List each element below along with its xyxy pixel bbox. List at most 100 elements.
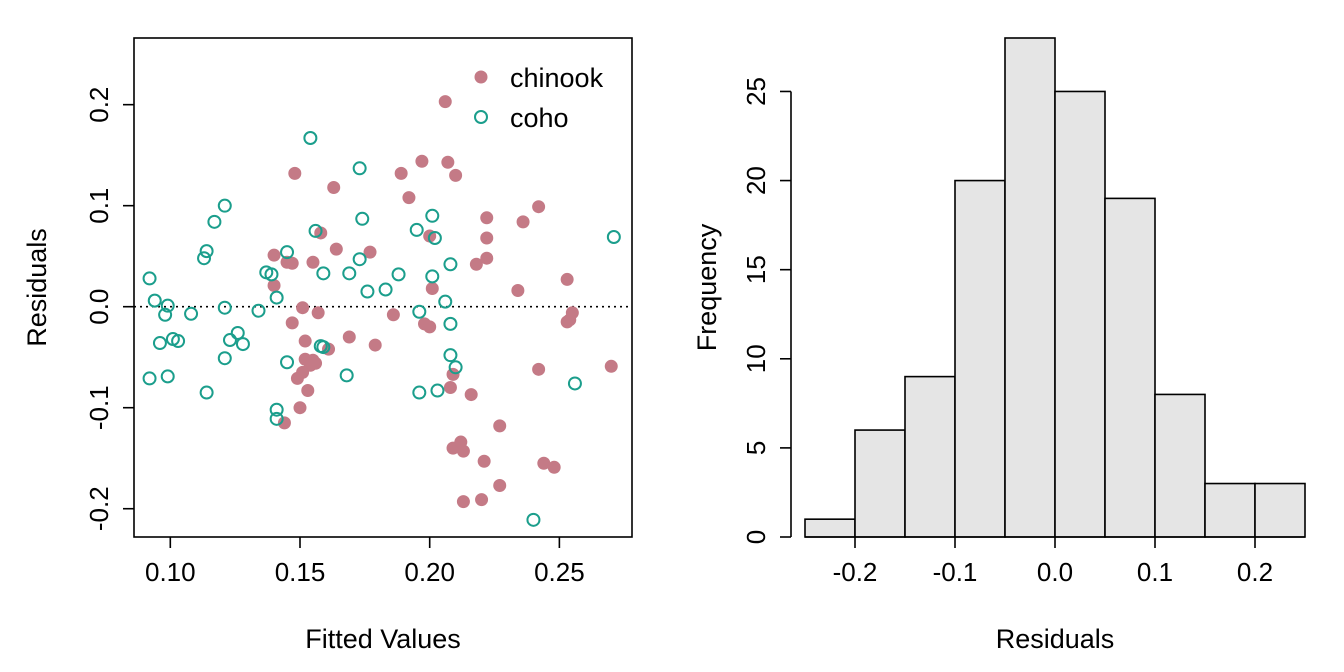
data-point-coho <box>443 257 458 272</box>
data-point-chinook <box>394 166 408 180</box>
data-point-chinook <box>285 316 299 330</box>
data-point-coho <box>316 266 331 281</box>
histogram-x-tick-label: 0.1 <box>1137 557 1173 587</box>
data-point-coho <box>251 303 266 318</box>
legend-marker-chinook <box>474 70 488 84</box>
data-point-coho <box>160 298 175 313</box>
data-point-coho <box>269 411 284 426</box>
data-point-coho <box>235 337 250 352</box>
data-point-coho <box>606 229 621 244</box>
data-point-chinook <box>456 444 470 458</box>
scatter-x-tick-label: 0.10 <box>145 557 196 587</box>
data-point-chinook <box>425 282 439 296</box>
data-point-coho <box>448 360 463 375</box>
data-point-chinook <box>547 460 561 474</box>
data-point-coho <box>443 316 458 331</box>
data-point-chinook <box>480 231 494 245</box>
data-point-chinook <box>342 330 356 344</box>
data-point-chinook <box>443 381 457 395</box>
scatter-x-tick-label: 0.25 <box>534 557 585 587</box>
scatter-points <box>142 95 621 527</box>
histogram-y-tick-label: 25 <box>741 77 771 106</box>
data-point-chinook <box>456 495 470 509</box>
data-point-chinook <box>511 284 525 298</box>
data-point-chinook <box>277 416 291 430</box>
residuals-histogram: -0.2 -0.1 0.0 0.1 0.2 0 5 10 15 20 25 Residuals F… <box>692 37 1306 654</box>
data-point-chinook <box>446 367 460 381</box>
histogram-x-tick-label: -0.2 <box>833 557 878 587</box>
data-point-coho <box>280 245 295 260</box>
scatter-x-tick-label: 0.15 <box>275 557 326 587</box>
data-point-chinook <box>560 272 574 286</box>
scatter-y-axis-label: Residuals <box>22 228 52 347</box>
data-point-chinook <box>290 371 304 385</box>
data-point-coho <box>425 208 440 223</box>
histogram-y-tick-label: 10 <box>741 344 771 373</box>
data-point-coho <box>160 369 175 384</box>
histogram-y-tick-label: 15 <box>741 255 771 284</box>
data-point-chinook <box>298 334 312 348</box>
data-point-chinook <box>288 166 302 180</box>
data-point-chinook <box>415 154 429 168</box>
data-point-chinook <box>329 242 343 256</box>
histogram-bar <box>954 179 1006 538</box>
data-point-chinook <box>309 356 323 370</box>
data-point-chinook <box>301 384 315 398</box>
data-point-coho <box>526 512 541 527</box>
residuals-scatter-plot: 0.10 0.15 0.20 0.25 -0.2 -0.1 0.0 0.1 0.2 chino… <box>22 37 633 654</box>
data-point-coho <box>567 376 582 391</box>
data-point-coho <box>264 267 279 282</box>
data-point-coho <box>207 214 222 229</box>
data-point-coho <box>222 333 237 348</box>
scatter-plot-frame <box>133 37 633 538</box>
data-point-chinook <box>438 95 452 109</box>
data-point-coho <box>308 223 323 238</box>
data-point-coho <box>427 231 442 246</box>
data-point-chinook <box>449 168 463 182</box>
data-point-coho <box>142 271 157 286</box>
data-point-coho <box>269 402 284 417</box>
data-point-coho <box>438 294 453 309</box>
data-point-coho <box>443 348 458 363</box>
histogram-bars <box>804 37 1306 538</box>
data-point-chinook <box>532 362 546 376</box>
histogram-y-tick-label: 20 <box>741 166 771 195</box>
data-point-chinook <box>327 180 341 194</box>
data-point-coho <box>342 266 357 281</box>
data-point-chinook <box>386 308 400 322</box>
histogram-y-tick-label: 5 <box>741 441 771 455</box>
histogram-y-tick-label: 0 <box>741 530 771 544</box>
histogram-bar <box>1254 482 1306 538</box>
data-point-chinook <box>480 251 494 265</box>
data-point-chinook <box>306 255 320 269</box>
data-point-chinook <box>477 454 491 468</box>
scatter-x-tick-label: 0.20 <box>404 557 455 587</box>
histogram-x-tick-label: -0.1 <box>933 557 978 587</box>
data-point-chinook <box>532 200 546 214</box>
data-point-chinook <box>267 248 281 262</box>
scatter-x-axis-label: Fitted Values <box>305 624 461 654</box>
data-point-coho <box>339 368 354 383</box>
data-point-coho <box>158 307 173 322</box>
histogram-bar <box>804 518 856 538</box>
data-point-chinook <box>441 155 455 169</box>
scatter-y-tick-label: -0.2 <box>84 486 114 531</box>
histogram-x-tick-label: 0.0 <box>1037 557 1073 587</box>
data-point-coho <box>355 211 370 226</box>
legend-label-coho: coho <box>510 103 569 133</box>
data-point-chinook <box>423 320 437 334</box>
data-point-chinook <box>493 478 507 492</box>
data-point-coho <box>280 355 295 370</box>
data-point-chinook <box>402 191 416 205</box>
data-point-coho <box>152 336 167 351</box>
data-point-coho <box>142 371 157 386</box>
histogram-y-axis: 0 5 10 15 20 25 <box>741 77 792 544</box>
histogram-x-axis-label: Residuals <box>996 624 1115 654</box>
data-point-coho <box>171 334 186 349</box>
data-point-chinook <box>363 245 377 259</box>
data-point-chinook <box>311 306 325 320</box>
data-point-coho <box>409 222 424 237</box>
histogram-bar <box>1154 393 1206 538</box>
data-point-chinook <box>296 301 310 315</box>
